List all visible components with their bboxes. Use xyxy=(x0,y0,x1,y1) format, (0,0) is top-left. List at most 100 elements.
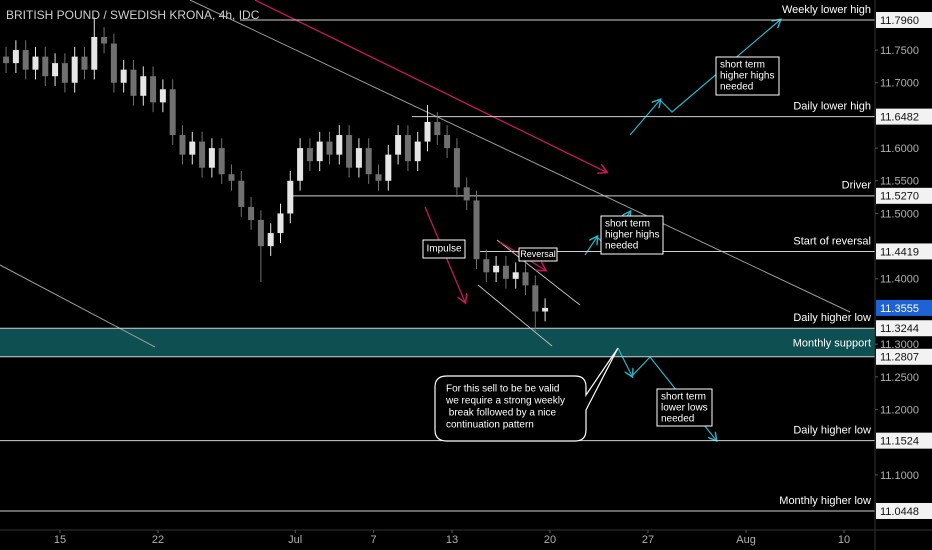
y-tick-label: 11.1000 xyxy=(880,470,919,482)
candle-body xyxy=(42,56,49,77)
annotation-box xyxy=(600,215,664,255)
candle-body xyxy=(22,50,29,70)
annotation-text: Reversal xyxy=(520,249,556,259)
callout-text: For this sell to be be valid xyxy=(446,384,559,395)
annotation-text: higher highs xyxy=(605,230,659,241)
candle-body xyxy=(130,69,137,96)
price-tag-text: 11.1524 xyxy=(880,436,919,448)
level-label: Start of reversal xyxy=(793,235,871,247)
callout-text: continuation pattern xyxy=(446,420,534,431)
annotation-text: short term xyxy=(720,60,765,71)
candle-body xyxy=(502,265,509,279)
candle-body xyxy=(542,307,549,312)
candle-body xyxy=(248,206,255,220)
price-tag xyxy=(876,320,932,337)
candle-body xyxy=(287,180,294,214)
level-label: Weekly lower high xyxy=(782,4,871,16)
price-axis xyxy=(875,0,932,550)
candle-body xyxy=(385,154,392,181)
candle-body xyxy=(404,135,411,162)
candle-body xyxy=(52,63,59,77)
price-tag-text: 11.5270 xyxy=(880,191,919,203)
candle-body xyxy=(12,50,19,64)
candle-body xyxy=(326,141,333,155)
price-tag-text: 11.0448 xyxy=(880,506,919,518)
channel-line xyxy=(496,239,581,306)
y-tick-label: 11.2500 xyxy=(880,372,919,384)
x-tick-label: 13 xyxy=(446,534,458,546)
candle-body xyxy=(277,213,284,234)
y-tick-label: 11.5500 xyxy=(880,176,919,188)
x-tick-label: Aug xyxy=(736,534,756,546)
candle-body xyxy=(444,135,451,149)
x-tick-label: 27 xyxy=(642,534,654,546)
x-tick-label: Jul xyxy=(288,534,302,546)
annotation-text: short term xyxy=(605,219,650,230)
level-label: Daily higher low xyxy=(793,312,871,324)
candle-body xyxy=(61,63,68,83)
candle-body xyxy=(218,148,225,175)
price-tag xyxy=(876,108,932,125)
annotation-box xyxy=(656,388,713,427)
callout-text: break followed by a nice xyxy=(446,408,557,419)
candle-body xyxy=(101,36,108,44)
annotation-box xyxy=(715,56,780,96)
candle-body xyxy=(375,174,382,181)
y-tick-label: 11.7500 xyxy=(880,45,919,57)
annotations: Impulse Reversal short term higher highs… xyxy=(422,56,780,442)
level-label: Daily higher low xyxy=(793,425,871,437)
candle-body xyxy=(81,56,88,70)
chart-title: BRITISH POUND / SWEDISH KRONA, 4h, IDC xyxy=(6,8,260,22)
price-tag-text: 11.7960 xyxy=(880,15,919,27)
candle-body xyxy=(179,135,186,155)
candle-body xyxy=(522,272,529,286)
candle-body xyxy=(169,89,176,136)
annotation-box xyxy=(518,247,558,262)
candle-body xyxy=(316,141,323,162)
candle-body xyxy=(532,285,539,312)
candle-body xyxy=(483,259,490,273)
price-tag xyxy=(876,348,932,365)
y-tick-label: 11.6000 xyxy=(880,143,919,155)
level-label: Driver xyxy=(842,180,872,192)
candle-body xyxy=(512,272,519,279)
y-tick-label: 11.5000 xyxy=(880,208,919,220)
candle-body xyxy=(120,69,127,83)
channel-line xyxy=(477,284,553,347)
callout-text: we require a strong weekly xyxy=(445,396,565,407)
candle-body xyxy=(238,180,245,207)
price-tag xyxy=(876,502,932,519)
candle-body xyxy=(453,148,460,188)
candle-body xyxy=(365,148,372,175)
price-tag xyxy=(876,187,932,204)
arrow xyxy=(659,20,780,113)
candle-body xyxy=(473,200,480,260)
x-tick-label: 7 xyxy=(371,534,377,546)
candle-body xyxy=(493,265,500,273)
trend-line xyxy=(254,0,606,172)
band-label: Monthly support xyxy=(793,337,871,349)
candle-body xyxy=(463,187,470,201)
x-tick-label: 15 xyxy=(54,534,66,546)
annotation-text: needed xyxy=(720,82,753,93)
candle-body xyxy=(257,220,264,247)
y-tick-label: 11.4000 xyxy=(880,274,919,286)
annotation-text: needed xyxy=(605,241,638,252)
x-tick-label: 10 xyxy=(838,534,850,546)
annotation-text: lower lows xyxy=(661,403,708,414)
x-tick-label: 22 xyxy=(152,534,164,546)
price-tag-text: 11.6482 xyxy=(880,112,919,124)
arrow xyxy=(629,100,660,136)
candle-body xyxy=(91,36,98,70)
candle-body xyxy=(110,43,117,83)
arrow xyxy=(617,347,632,376)
y-tick-label: 11.7000 xyxy=(880,78,919,90)
support-band xyxy=(0,328,875,357)
arrow xyxy=(584,237,597,256)
candle-body xyxy=(355,148,362,168)
candle-body xyxy=(159,89,166,103)
candle-body xyxy=(267,233,274,247)
level-label: Monthly higher low xyxy=(779,495,871,507)
